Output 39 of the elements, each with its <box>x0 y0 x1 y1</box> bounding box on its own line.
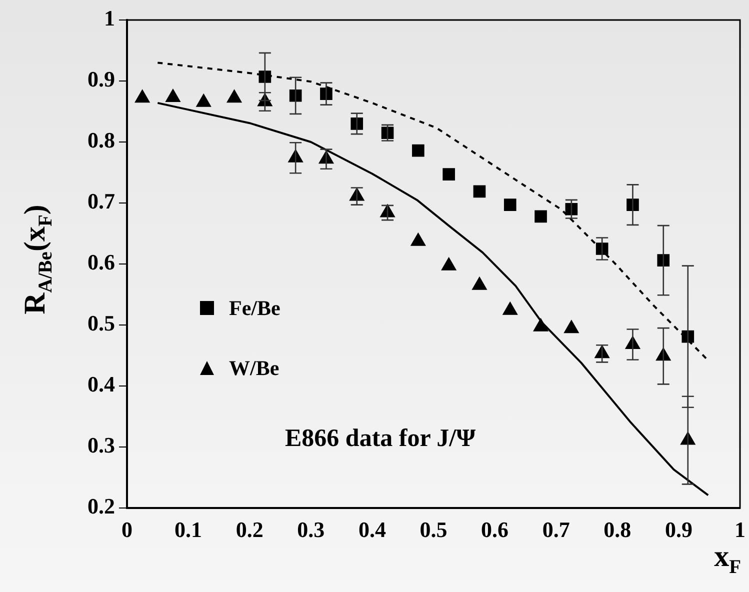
legend-label: W/Be <box>229 356 280 380</box>
legend-label: Fe/Be <box>229 296 280 320</box>
x-tick-label: 0.2 <box>236 516 264 542</box>
point <box>504 198 516 211</box>
point <box>502 302 518 315</box>
y-tick-label: 0.8 <box>88 128 115 153</box>
point <box>533 318 548 332</box>
y-tick-label: 0.6 <box>88 250 115 275</box>
line-series <box>156 62 710 362</box>
x-tick-label: 0.5 <box>420 516 448 542</box>
point <box>258 70 272 83</box>
x-tick-label: 0.6 <box>481 516 509 542</box>
y-tick-label: 0.4 <box>88 372 115 397</box>
point <box>442 168 455 180</box>
y-tick-label: 0.3 <box>88 432 115 458</box>
point <box>410 232 426 246</box>
x-tick-label: 0.3 <box>297 516 325 542</box>
point <box>596 242 608 255</box>
point <box>473 185 486 198</box>
point <box>472 276 487 290</box>
y-tick-label: 0.7 <box>88 188 115 214</box>
x-axis-title: x$_{F}$ <box>714 540 741 579</box>
y-tick-label: 0.2 <box>88 494 115 519</box>
x-tick-label: 1 <box>734 516 746 542</box>
x-tick-label: 0.4 <box>358 516 386 542</box>
x-tick-label: 0.7 <box>542 516 570 542</box>
point <box>289 89 302 102</box>
y-tick-label: 0.9 <box>88 66 115 92</box>
point <box>534 210 547 223</box>
y-tick-label: 0.5 <box>88 310 115 336</box>
annotation: E866 data for J/Ψ <box>285 425 476 453</box>
point <box>412 144 424 157</box>
point <box>441 257 456 270</box>
y-tick-label: 1 <box>104 6 115 31</box>
x-tick-label: 0.9 <box>664 516 692 542</box>
x-tick-label: 0 <box>122 516 132 542</box>
x-tick-label: 0.8 <box>604 516 632 542</box>
x-tick-label: 0.1 <box>174 516 202 542</box>
point <box>564 320 579 334</box>
